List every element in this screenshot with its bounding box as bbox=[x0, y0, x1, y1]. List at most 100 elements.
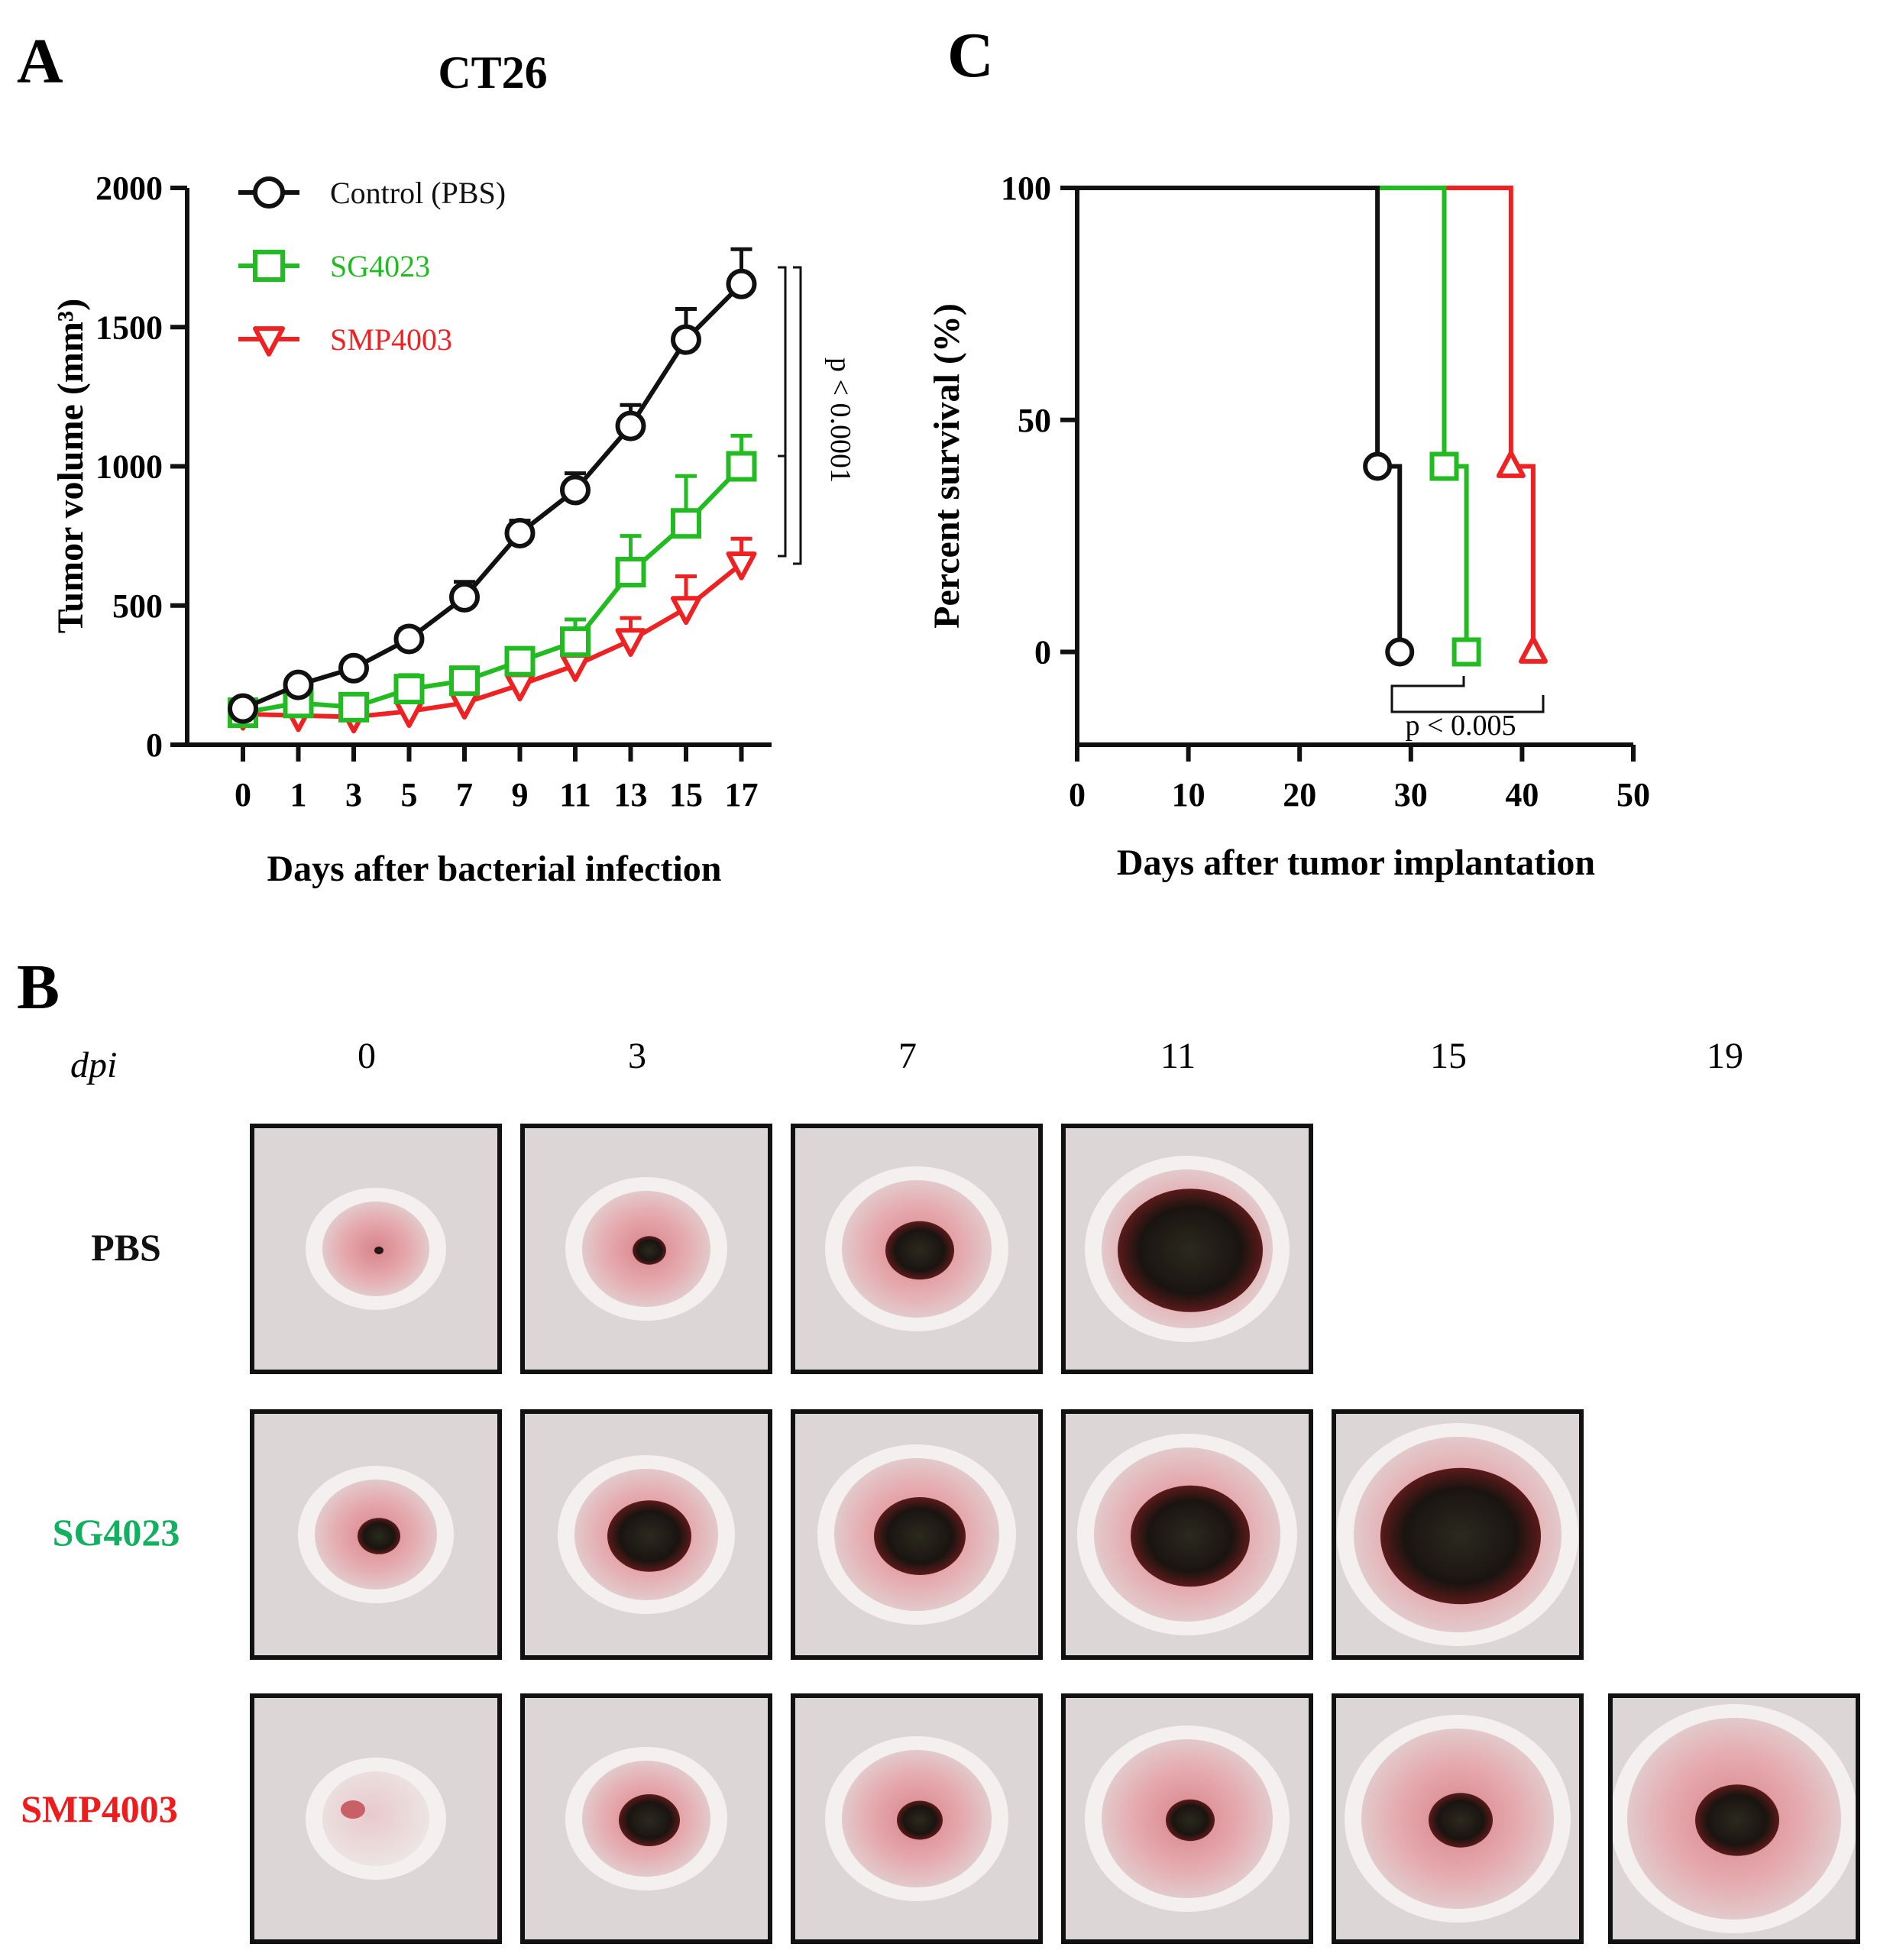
data-point bbox=[504, 517, 536, 548]
day-header: 0 bbox=[358, 1036, 376, 1076]
necrotic-lesion bbox=[1380, 1467, 1541, 1605]
necrotic-lesion bbox=[633, 1236, 666, 1265]
day-header: 15 bbox=[1430, 1036, 1467, 1076]
legend-marker bbox=[253, 250, 285, 282]
necrotic-lesion bbox=[1118, 1189, 1263, 1312]
censor-marker bbox=[1451, 637, 1481, 667]
censor-marker bbox=[1496, 450, 1526, 478]
tumor-photo bbox=[791, 1124, 1043, 1374]
x-tick-label: 20 bbox=[1283, 776, 1316, 813]
data-point bbox=[338, 691, 369, 723]
x-tick-label: 0 bbox=[235, 776, 251, 813]
data-point bbox=[504, 672, 536, 702]
photo-frame bbox=[1061, 1409, 1313, 1660]
series-line bbox=[241, 282, 743, 711]
row-label-smp4003: SMP4003 bbox=[21, 1787, 178, 1830]
x-tick-label: 9 bbox=[512, 776, 529, 813]
necrotic-lesion bbox=[885, 1221, 954, 1280]
chart-a-p-value: p < 0.0001 bbox=[824, 357, 856, 483]
panel-label-c: C bbox=[947, 20, 994, 91]
survival-step-line bbox=[1077, 186, 1469, 652]
necrotic-lesion bbox=[1131, 1485, 1250, 1587]
y-tick-label: 100 bbox=[1001, 170, 1051, 207]
x-tick-label: 10 bbox=[1172, 776, 1205, 813]
y-tick-label: 500 bbox=[112, 587, 163, 625]
necrotic-lesion bbox=[897, 1800, 943, 1840]
tumor-photo bbox=[1332, 1409, 1584, 1660]
chart-a-title: CT26 bbox=[438, 47, 547, 98]
photo-frame bbox=[250, 1693, 502, 1944]
necrotic-lesion bbox=[607, 1500, 691, 1572]
data-point bbox=[615, 557, 646, 588]
data-point bbox=[726, 451, 757, 482]
necrotic-lesion bbox=[1166, 1799, 1215, 1842]
x-tick-label: 30 bbox=[1394, 776, 1428, 813]
censor-marker bbox=[1385, 637, 1415, 667]
day-headers: 0 3 7 11 15 19 bbox=[358, 1036, 1743, 1076]
chart-c-p-value: p < 0.005 bbox=[1406, 710, 1516, 742]
x-tick-label: 13 bbox=[614, 776, 648, 813]
data-point bbox=[449, 665, 480, 697]
legend-label: Control (PBS) bbox=[330, 176, 506, 210]
chart-c-significance-bracket bbox=[1390, 676, 1545, 713]
photo-frame bbox=[1332, 1409, 1584, 1660]
x-tick-label: 15 bbox=[669, 776, 703, 813]
y-tick-label: 0 bbox=[1034, 634, 1051, 671]
survival-step-line bbox=[1077, 186, 1403, 652]
series-line bbox=[242, 464, 743, 716]
photo-cells bbox=[250, 1124, 1860, 1944]
chart-a-legend: Control (PBS) SG4023 SMP4003 bbox=[238, 176, 506, 357]
legend-marker bbox=[253, 176, 285, 209]
photo-frame bbox=[791, 1124, 1043, 1374]
necrotic-lesion bbox=[874, 1497, 966, 1575]
censor-marker bbox=[1363, 451, 1393, 481]
tumor-photo bbox=[791, 1409, 1043, 1660]
data-point bbox=[228, 693, 258, 724]
legend-marker bbox=[253, 326, 285, 357]
tumor-photo bbox=[250, 1693, 502, 1944]
data-point bbox=[560, 474, 591, 506]
y-tick-label: 50 bbox=[1018, 402, 1051, 439]
data-point bbox=[726, 268, 757, 299]
tumor-photo bbox=[1061, 1409, 1313, 1660]
y-tick-label: 1500 bbox=[95, 309, 163, 346]
x-tick-label: 3 bbox=[345, 776, 362, 813]
data-point bbox=[671, 508, 701, 539]
data-point bbox=[393, 699, 425, 728]
data-point bbox=[504, 645, 536, 677]
photo-frame bbox=[1061, 1693, 1313, 1944]
tumor-photo-grid: dpi 0 3 7 11 15 19 PBS SG4023 SMP4003 bbox=[21, 1036, 1860, 1944]
day-header: 19 bbox=[1707, 1036, 1743, 1076]
photo-frame bbox=[520, 1409, 772, 1660]
y-tick-label: 1000 bbox=[95, 448, 163, 486]
tumor-photo bbox=[1061, 1124, 1313, 1374]
tumor-photo bbox=[1061, 1693, 1313, 1944]
chart-c-y-label: Percent survival (%) bbox=[927, 303, 967, 629]
photo-frame bbox=[1332, 1693, 1584, 1944]
data-point bbox=[283, 669, 314, 700]
data-point bbox=[338, 652, 369, 684]
photo-frame bbox=[250, 1124, 502, 1374]
chart-c-x-label: Days after tumor implantation bbox=[1117, 843, 1595, 883]
photo-frame bbox=[520, 1124, 772, 1374]
chart-c-x-ticks: 0 10 20 30 40 50 bbox=[1069, 745, 1650, 813]
series-control-pbs- bbox=[1077, 186, 1415, 667]
tumor-photo bbox=[520, 1124, 772, 1374]
chart-a-x-ticks: 0 1 3 5 7 9 11 13 15 17 bbox=[235, 745, 759, 813]
tumor-photo bbox=[520, 1693, 772, 1944]
data-point bbox=[615, 410, 646, 441]
censor-marker bbox=[1518, 636, 1548, 664]
row-label-sg4023: SG4023 bbox=[53, 1511, 180, 1554]
series-sg4023 bbox=[1077, 186, 1481, 667]
photo-frame bbox=[791, 1409, 1043, 1660]
x-tick-label: 17 bbox=[725, 776, 759, 813]
x-tick-label: 0 bbox=[1069, 776, 1086, 813]
tumor-photo bbox=[791, 1693, 1043, 1944]
censor-marker bbox=[1429, 451, 1459, 481]
data-point bbox=[393, 623, 425, 655]
necrotic-lesion bbox=[374, 1246, 383, 1255]
legend-label: SG4023 bbox=[330, 249, 430, 283]
